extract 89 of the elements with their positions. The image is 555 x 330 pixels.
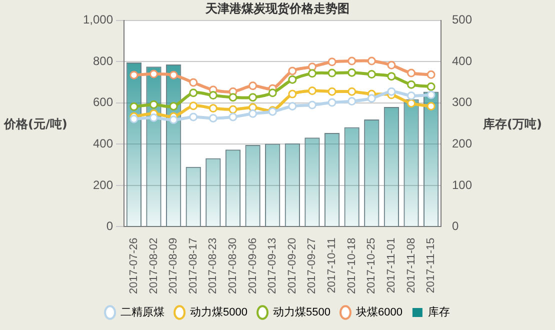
y2-tick-label: 100 bbox=[452, 178, 472, 192]
point bbox=[328, 58, 336, 66]
point bbox=[367, 70, 376, 79]
y-tick-label: 600 bbox=[93, 95, 114, 110]
point bbox=[169, 102, 178, 110]
legend-label: 库存 bbox=[428, 306, 450, 319]
point bbox=[248, 82, 258, 90]
point bbox=[308, 62, 316, 72]
x-tick-label: 2017-10-11 bbox=[326, 238, 338, 294]
point bbox=[348, 97, 356, 106]
x-tick-label: 2017-08-23 bbox=[207, 238, 220, 294]
point bbox=[288, 66, 297, 76]
point bbox=[149, 100, 158, 109]
point bbox=[149, 70, 158, 78]
point bbox=[208, 91, 218, 100]
y2-tick-label: 300 bbox=[452, 95, 472, 110]
y-tick-label: 800 bbox=[93, 54, 114, 68]
point bbox=[228, 105, 238, 114]
x-tick-label: 2017-08-02 bbox=[148, 238, 160, 294]
point bbox=[189, 102, 198, 110]
point bbox=[288, 90, 297, 98]
point bbox=[130, 114, 138, 124]
x-tick-label: 2017-08-09 bbox=[168, 238, 180, 294]
x-tick-label: 2017-11-01 bbox=[385, 238, 398, 294]
point bbox=[426, 82, 436, 91]
y2-axis-title: 库存(万吨) bbox=[483, 116, 542, 133]
point bbox=[407, 99, 416, 108]
legend-label: 块煤6000 bbox=[354, 306, 402, 319]
x-tick-label: 2017-07-26 bbox=[128, 238, 140, 294]
point bbox=[426, 70, 436, 79]
y-axis-title: 价格(元/吨) bbox=[4, 116, 68, 133]
point bbox=[328, 68, 336, 78]
point bbox=[407, 80, 416, 89]
point bbox=[189, 78, 198, 87]
point bbox=[189, 112, 198, 122]
legend-label: 动力煤5000 bbox=[190, 306, 248, 319]
x-tick-label: 2017-08-17 bbox=[187, 238, 200, 294]
y-tick-label: 0 bbox=[106, 219, 114, 234]
point bbox=[130, 102, 138, 111]
point bbox=[348, 56, 356, 66]
point bbox=[308, 86, 316, 96]
point bbox=[328, 87, 336, 96]
point bbox=[208, 104, 218, 113]
x-tick-label: 2017-10-18 bbox=[346, 238, 358, 294]
y2-tick-label: 500 bbox=[452, 12, 472, 27]
point bbox=[149, 114, 158, 122]
x-tick-label: 2017-09-13 bbox=[266, 238, 279, 294]
point bbox=[268, 88, 277, 98]
point bbox=[130, 70, 138, 80]
point bbox=[387, 72, 396, 81]
point bbox=[248, 109, 258, 118]
point bbox=[228, 112, 238, 122]
point bbox=[189, 88, 198, 98]
point bbox=[308, 69, 316, 78]
point bbox=[387, 87, 396, 96]
point bbox=[407, 91, 416, 100]
x-tick-label: 2017-09-06 bbox=[246, 238, 259, 294]
y2-tick-label: 0 bbox=[452, 219, 459, 234]
point bbox=[308, 100, 316, 110]
point bbox=[367, 94, 376, 103]
y2-tick-label: 400 bbox=[452, 54, 472, 68]
y2-tick-label: 200 bbox=[452, 136, 472, 151]
y-tick-label: 1,000 bbox=[83, 12, 114, 27]
x-tick-label: 2017-09-20 bbox=[286, 238, 298, 294]
point bbox=[367, 56, 376, 66]
point bbox=[228, 93, 238, 102]
point bbox=[288, 75, 297, 84]
point bbox=[348, 87, 356, 96]
x-tick-label: 2017-10-25 bbox=[366, 238, 378, 294]
x-tick-label: 2017-09-27 bbox=[306, 238, 318, 294]
x-tick-label: 2017-11-08 bbox=[405, 238, 418, 294]
point bbox=[426, 102, 436, 110]
y-tick-label: 400 bbox=[93, 136, 114, 151]
point bbox=[288, 102, 297, 110]
legend-label: 二精原煤 bbox=[120, 306, 165, 319]
point bbox=[208, 114, 218, 122]
y-tick-label: 200 bbox=[93, 178, 114, 192]
x-tick-label: 2017-11-15 bbox=[425, 238, 438, 294]
point bbox=[169, 70, 178, 80]
point bbox=[328, 98, 336, 107]
legend-label: 动力煤5500 bbox=[273, 306, 330, 319]
point bbox=[387, 60, 396, 70]
point bbox=[169, 116, 178, 124]
chart-title: 天津港煤炭现货价格走势图 bbox=[204, 2, 350, 16]
point bbox=[248, 93, 258, 102]
x-tick-label: 2017-08-30 bbox=[227, 238, 240, 294]
point bbox=[348, 68, 356, 77]
point bbox=[407, 68, 416, 78]
point bbox=[426, 90, 436, 100]
